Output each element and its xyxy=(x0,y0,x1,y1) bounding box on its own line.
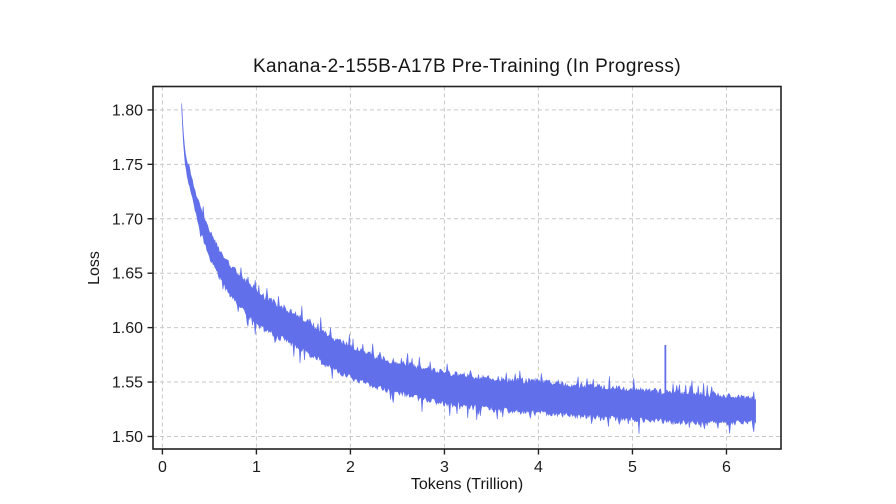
tick-label-x-1: 1 xyxy=(252,459,261,476)
tick-label-y-0: 1.50 xyxy=(112,429,143,446)
tick-label-x-4: 4 xyxy=(534,459,543,476)
tick-label-x-2: 2 xyxy=(346,459,355,476)
chart-title: Kanana-2-155B-A17B Pre-Training (In Prog… xyxy=(252,56,682,77)
tick-label-x-3: 3 xyxy=(440,459,449,476)
axes-frame xyxy=(152,85,782,450)
tick-label-y-3: 1.65 xyxy=(112,266,143,283)
tick-label-y-6: 1.80 xyxy=(112,102,143,119)
training-loss-curve xyxy=(181,103,756,434)
tick-label-x-0: 0 xyxy=(158,459,167,476)
tick-label-y-4: 1.70 xyxy=(112,211,143,228)
tick-label-y-5: 1.75 xyxy=(112,157,143,174)
tick-label-x-6: 6 xyxy=(722,459,731,476)
tick-label-x-5: 5 xyxy=(628,459,637,476)
tick-label-y-1: 1.55 xyxy=(112,375,143,392)
tick-label-y-2: 1.60 xyxy=(112,320,143,337)
x-axis-label: Tokens (Trillion) xyxy=(410,476,524,493)
